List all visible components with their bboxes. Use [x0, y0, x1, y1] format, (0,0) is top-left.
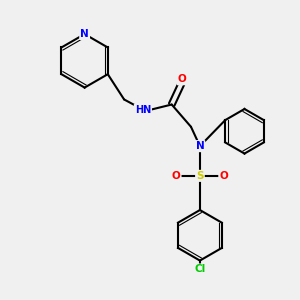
Text: Cl: Cl: [194, 265, 206, 275]
Text: O: O: [178, 74, 187, 84]
Text: HN: HN: [135, 105, 151, 115]
Text: O: O: [219, 171, 228, 181]
Text: O: O: [172, 171, 181, 181]
Text: N: N: [196, 141, 204, 151]
Text: N: N: [80, 29, 89, 39]
Text: S: S: [196, 171, 204, 181]
